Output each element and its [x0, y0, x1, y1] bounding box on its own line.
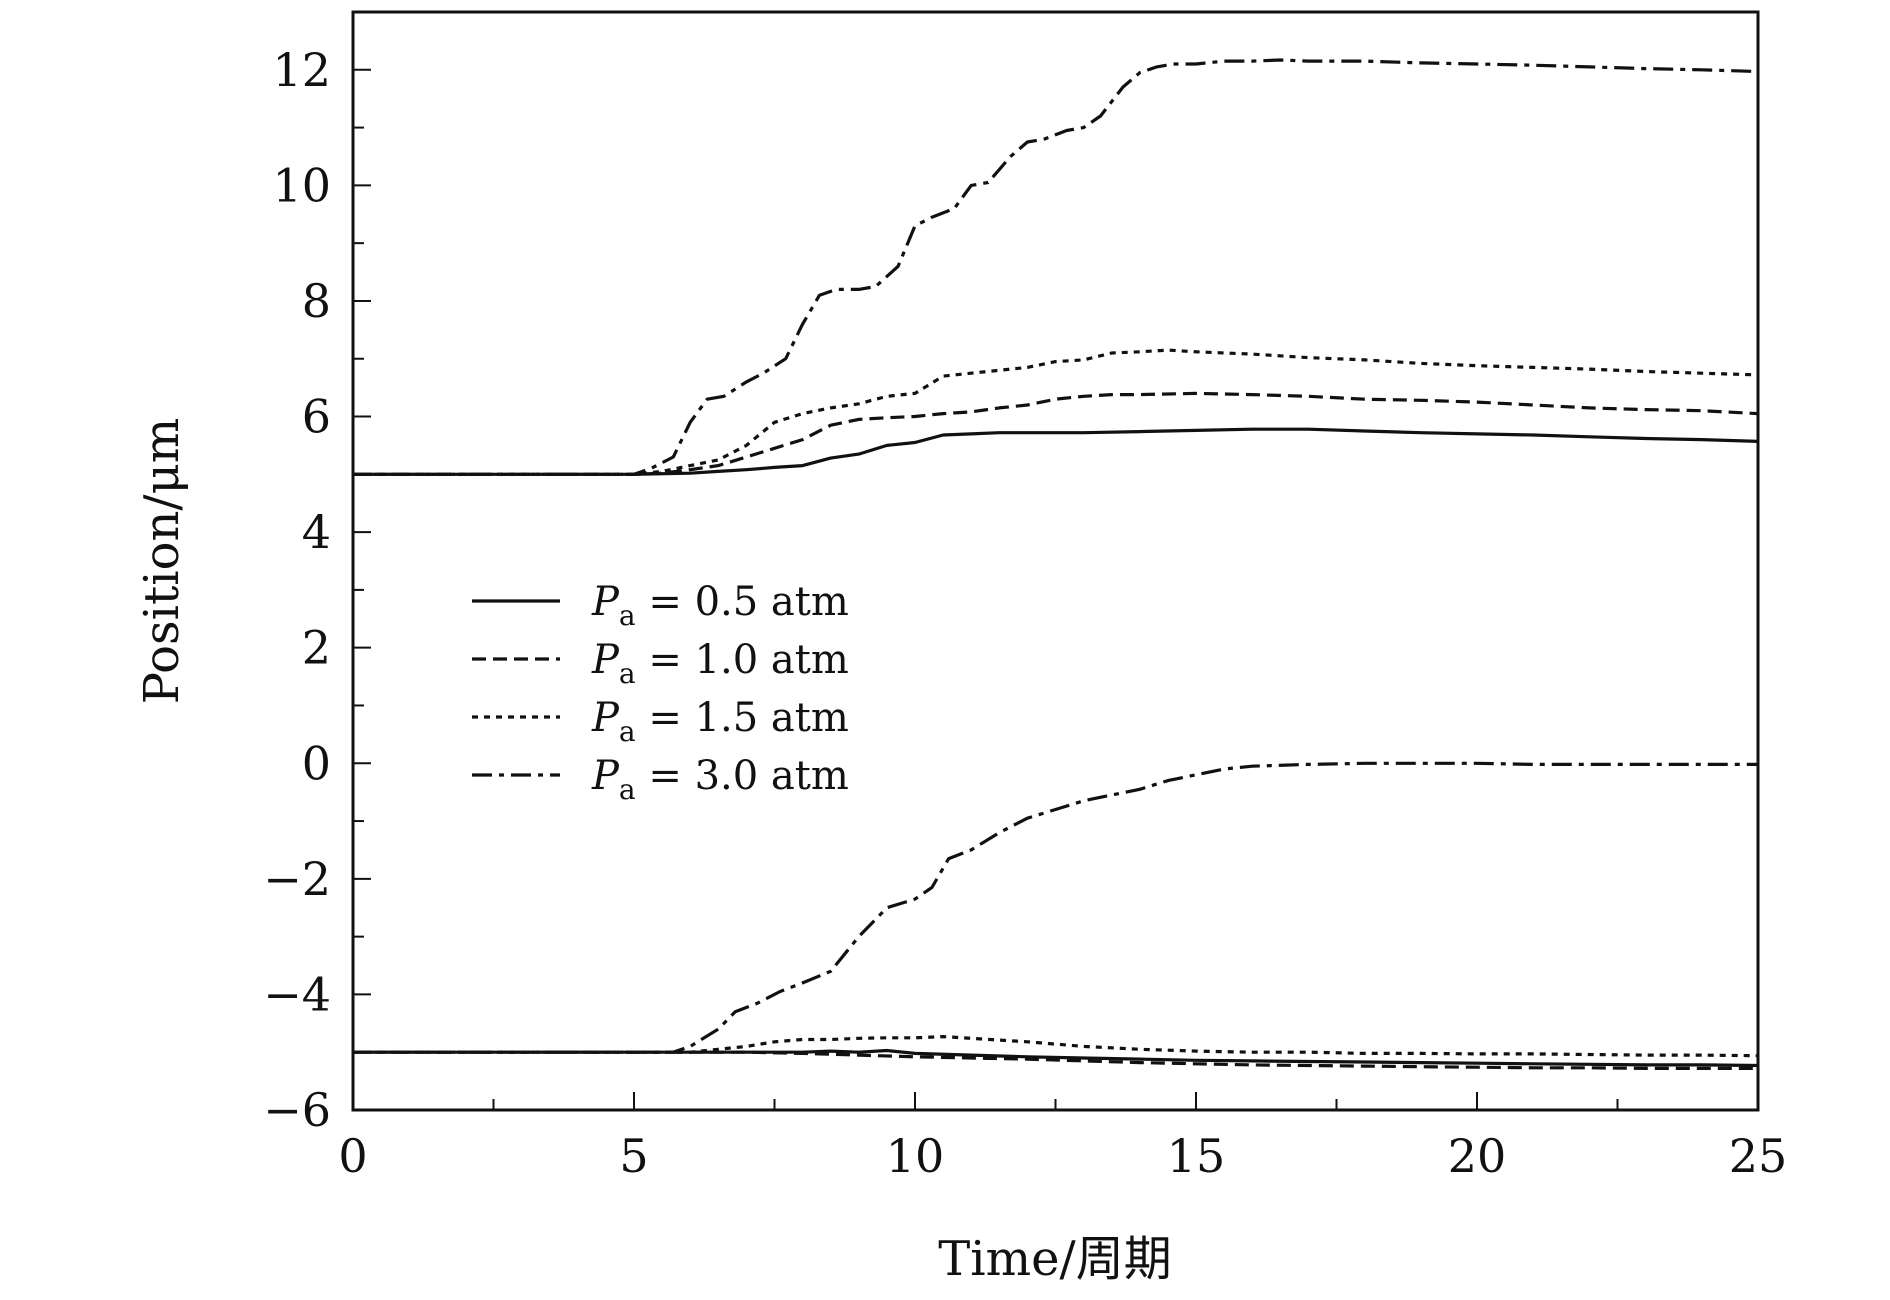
x-tick-label: 10	[886, 1129, 945, 1183]
series-line-pa-3-0-atm-upper	[353, 58, 1758, 476]
x-tick-label: 15	[1167, 1129, 1226, 1183]
series-line-pa-1-0-atm-upper	[353, 391, 1758, 476]
legend-label-pa-1-5-atm: Pa = 1.5 atm	[591, 695, 849, 748]
y-tick-label: 6	[302, 390, 331, 444]
y-axis-title: Position/μm	[134, 418, 190, 705]
series-line-pa-0-5-atm-upper	[353, 427, 1758, 476]
y-tick-label: 12	[272, 43, 331, 97]
legend-label-pa-1-0-atm: Pa = 1.0 atm	[591, 637, 849, 690]
x-axis-title: Time/周期	[938, 1231, 1171, 1287]
y-tick-label: 2	[302, 621, 331, 675]
y-tick-label: −4	[263, 967, 331, 1021]
legend-label-pa-3-0-atm: Pa = 3.0 atm	[591, 753, 849, 806]
series-line-pa-1-5-atm-upper	[353, 348, 1758, 476]
x-tick-label: 0	[338, 1129, 367, 1183]
series-line-pa-3-0-atm-lower	[353, 761, 1758, 1054]
y-tick-label: −2	[263, 852, 331, 906]
y-tick-label: 0	[302, 736, 331, 790]
plot-frame	[351, 10, 1760, 1112]
series-line-pa-0-5-atm-lower	[353, 1048, 1758, 1068]
x-tick-label: 5	[619, 1129, 648, 1183]
x-tick-label: 25	[1729, 1129, 1788, 1183]
legend-label-pa-0-5-atm: Pa = 0.5 atm	[591, 579, 849, 632]
y-tick-label: −6	[263, 1083, 331, 1137]
series-line-pa-1-0-atm-lower	[353, 1050, 1758, 1071]
y-tick-label: 4	[302, 505, 331, 559]
x-tick-label: 20	[1448, 1129, 1507, 1183]
y-tick-label: 8	[302, 274, 331, 328]
axis-ticks	[352, 11, 1759, 1111]
series-lines	[353, 58, 1758, 1071]
tick-labels: 0 5 10 15 20 25 −6 −4 −2 0 2 4 6 8 10 12	[263, 43, 1787, 1183]
y-tick-label: 10	[272, 158, 331, 212]
series-line-pa-1-5-atm-lower	[353, 1034, 1758, 1058]
